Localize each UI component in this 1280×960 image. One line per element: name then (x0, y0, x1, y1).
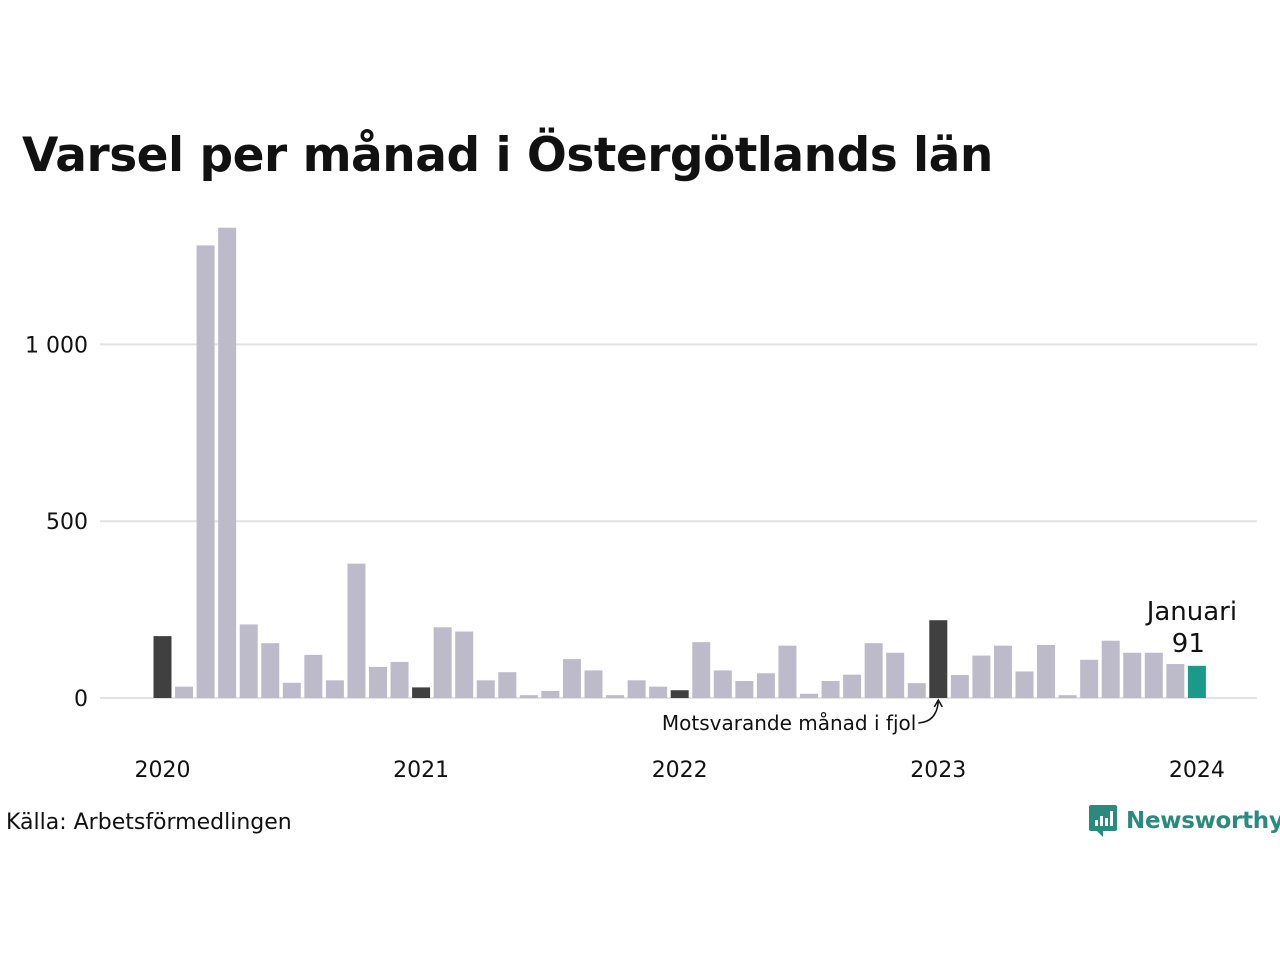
bar (476, 680, 495, 698)
bar (886, 652, 905, 698)
current-value-label: 91 (1172, 629, 1205, 659)
bar (735, 681, 754, 698)
bar (993, 645, 1012, 698)
bar (929, 620, 948, 698)
bar (950, 675, 969, 698)
source-label: Källa: Arbetsförmedlingen (6, 810, 292, 835)
bar (778, 645, 797, 698)
y-tick-label: 1 000 (25, 333, 88, 358)
bar (261, 643, 280, 698)
same-month-label: Motsvarande månad i fjol (662, 711, 916, 735)
bar (692, 642, 711, 698)
bar (1166, 664, 1185, 698)
newsworthy-logo-icon (1089, 805, 1117, 837)
bar (239, 624, 258, 698)
bar (1144, 652, 1163, 698)
x-tick-label: 2022 (652, 758, 708, 783)
y-tick-label: 0 (74, 687, 88, 712)
bar (218, 227, 237, 698)
annotation-arrow (918, 701, 940, 724)
bar (649, 686, 668, 698)
bar (153, 636, 172, 698)
y-axis: 0 500 1 000 (25, 333, 88, 712)
x-tick-label: 2020 (135, 758, 191, 783)
bar (519, 695, 538, 698)
bar (800, 693, 818, 698)
bar (756, 673, 775, 698)
x-tick-label: 2023 (910, 758, 966, 783)
bar (1101, 640, 1120, 698)
bar (562, 659, 581, 698)
bar (282, 682, 301, 698)
bar (347, 563, 366, 698)
x-tick-label: 2024 (1169, 758, 1225, 783)
bar (455, 631, 474, 698)
bar (606, 695, 625, 698)
bar (843, 674, 862, 698)
bars (153, 227, 1206, 698)
bar (1187, 665, 1206, 698)
bar (196, 245, 215, 698)
bar (1123, 652, 1142, 698)
bar (713, 670, 732, 698)
chart-title: Varsel per månad i Östergötlands län (22, 128, 993, 183)
bar (1080, 659, 1099, 698)
bar (627, 680, 646, 698)
bar (541, 690, 560, 698)
bar (670, 690, 689, 698)
bar (175, 686, 194, 698)
bar (1058, 695, 1077, 698)
bar (304, 654, 323, 698)
bar (325, 680, 344, 698)
bar (1015, 671, 1034, 698)
y-tick-label: 500 (46, 510, 88, 535)
brand-name: Newsworthy (1126, 808, 1280, 834)
bar (821, 681, 840, 698)
bar (433, 627, 452, 698)
x-tick-label: 2021 (393, 758, 449, 783)
current-month-label: Januari (1145, 597, 1237, 627)
bar (498, 672, 517, 698)
bar (390, 661, 409, 698)
bar (864, 643, 883, 698)
bar (369, 666, 387, 698)
x-axis: 2020 2021 2022 2023 2024 (135, 758, 1225, 783)
bar (584, 670, 603, 698)
bar (907, 683, 926, 698)
annotation-arrowhead (933, 698, 943, 708)
bar (972, 655, 991, 698)
bar (1037, 644, 1056, 698)
bar (412, 687, 431, 698)
brand: Newsworthy (1088, 804, 1280, 838)
